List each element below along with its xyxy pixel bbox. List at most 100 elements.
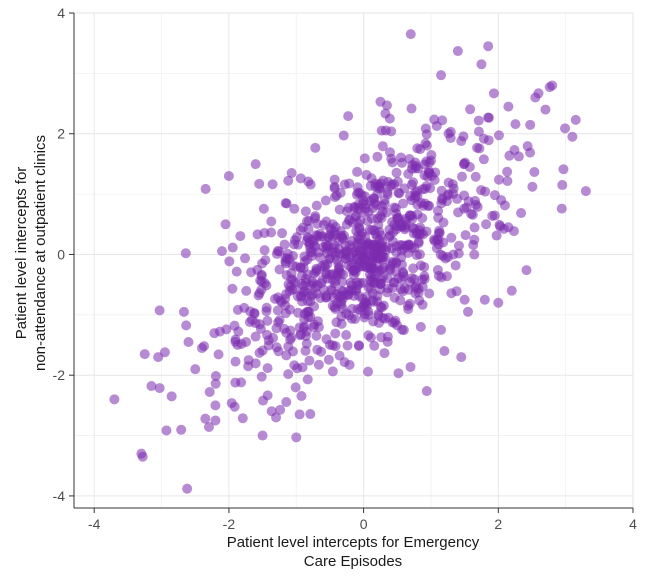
data-point <box>460 230 471 241</box>
data-point <box>567 131 578 142</box>
data-point <box>419 271 430 282</box>
data-point <box>255 275 266 286</box>
data-point <box>343 111 354 122</box>
data-point <box>412 186 423 197</box>
data-point <box>437 115 448 126</box>
data-point <box>241 336 252 347</box>
data-point <box>522 141 533 152</box>
data-point <box>250 358 261 369</box>
data-point <box>453 240 464 251</box>
y-tick-label: 4 <box>57 5 65 21</box>
data-point <box>287 250 298 261</box>
data-point <box>190 364 201 375</box>
data-point <box>570 114 581 125</box>
data-point <box>302 306 313 317</box>
data-point <box>254 178 265 189</box>
data-point <box>436 198 447 209</box>
data-point <box>241 285 252 296</box>
data-point <box>258 203 269 214</box>
data-point <box>558 164 569 175</box>
data-point <box>451 286 462 297</box>
data-point <box>373 317 384 328</box>
data-point <box>181 320 192 331</box>
data-point <box>283 369 294 380</box>
data-point <box>349 202 360 213</box>
data-point <box>271 342 282 353</box>
data-point <box>352 166 363 177</box>
data-point <box>391 167 402 178</box>
data-point <box>496 195 507 206</box>
data-point <box>313 247 324 258</box>
data-point <box>231 266 242 277</box>
data-point <box>376 212 387 223</box>
data-point <box>376 274 387 285</box>
data-point <box>424 288 435 299</box>
data-point <box>411 229 422 240</box>
data-point <box>506 285 517 296</box>
data-point <box>369 340 380 351</box>
data-point <box>386 126 397 137</box>
data-point <box>268 332 279 343</box>
data-point <box>330 222 341 233</box>
data-point <box>310 142 321 153</box>
data-point <box>525 119 536 130</box>
data-point <box>503 222 514 233</box>
data-point <box>412 209 423 220</box>
data-point <box>274 264 285 275</box>
data-point <box>376 200 387 211</box>
data-point <box>313 359 324 370</box>
data-point <box>323 240 334 251</box>
data-point <box>246 267 257 278</box>
data-point <box>313 322 324 333</box>
data-point <box>370 181 381 192</box>
data-point <box>421 181 432 192</box>
data-point <box>351 254 362 265</box>
data-point <box>253 290 264 301</box>
data-point <box>483 112 494 123</box>
data-point <box>429 114 440 125</box>
data-point <box>450 260 461 271</box>
data-point <box>420 123 431 134</box>
data-point <box>176 424 187 435</box>
data-point <box>459 158 470 169</box>
data-point <box>344 178 355 189</box>
data-point <box>280 198 291 209</box>
data-point <box>366 239 377 250</box>
data-point <box>334 204 345 215</box>
data-point <box>373 310 384 321</box>
data-point <box>298 222 309 233</box>
data-point <box>375 96 386 107</box>
data-point <box>294 409 305 420</box>
data-point <box>291 232 302 243</box>
data-point <box>335 187 346 198</box>
data-point <box>493 297 504 308</box>
data-point <box>277 228 288 239</box>
data-point <box>436 70 447 81</box>
data-point <box>372 151 383 162</box>
data-point <box>266 227 277 238</box>
data-point <box>250 159 261 170</box>
data-point <box>540 104 551 115</box>
data-point <box>452 46 463 57</box>
data-point <box>386 179 397 190</box>
data-point <box>352 304 363 315</box>
data-point <box>433 239 444 250</box>
data-point <box>513 151 524 162</box>
data-point <box>200 413 211 424</box>
data-point <box>361 169 372 180</box>
data-point <box>422 200 433 211</box>
data-point <box>330 328 341 339</box>
data-point <box>557 180 568 191</box>
data-point <box>376 125 387 136</box>
data-point <box>249 308 260 319</box>
x-axis-title-line-2: Care Episodes <box>304 553 402 570</box>
data-point <box>459 203 470 214</box>
data-point <box>469 234 480 245</box>
data-point <box>376 302 387 313</box>
data-point <box>387 283 398 293</box>
data-point <box>394 188 405 199</box>
x-tick-label: -4 <box>88 516 101 532</box>
data-point <box>356 190 367 201</box>
data-point <box>403 304 414 315</box>
